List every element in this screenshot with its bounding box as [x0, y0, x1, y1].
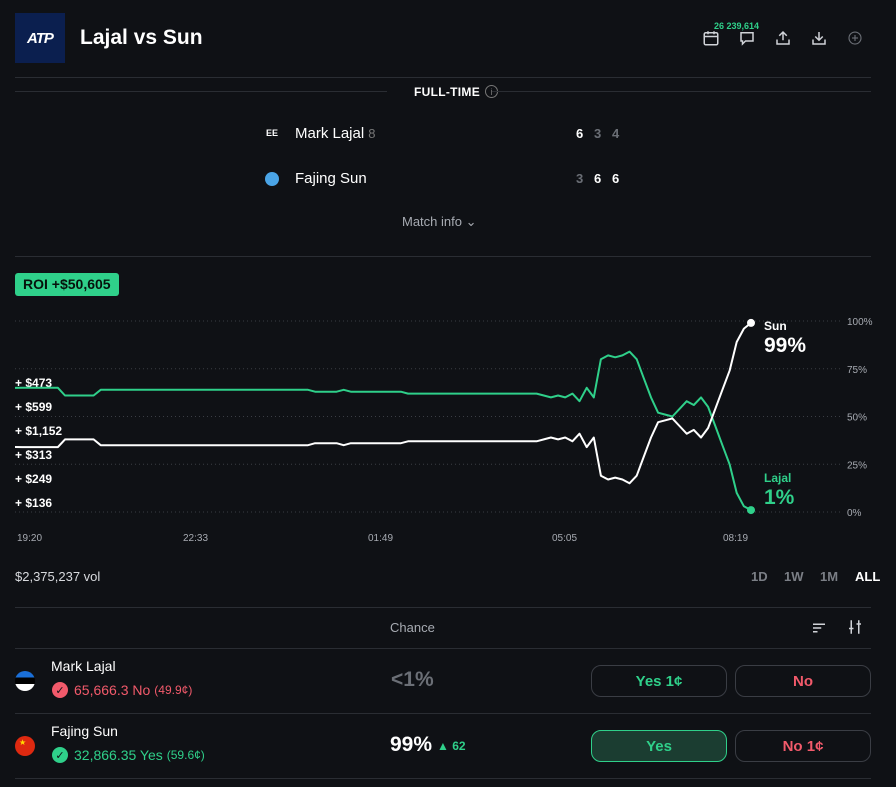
series-line-sun — [14, 322, 752, 485]
y-tick-label: 25% — [847, 460, 867, 471]
header-divider — [15, 77, 871, 78]
set-score: 4 — [612, 126, 620, 141]
y-tick-label: 0% — [847, 508, 862, 519]
range-1m[interactable]: 1M — [820, 569, 839, 584]
user-position: ✓ 32,866.35 Yes (59.6¢) — [52, 747, 205, 763]
comment-count: 26 239,614 — [714, 21, 760, 31]
player-seed: 8 — [368, 126, 376, 141]
x-tick-label: 05:05 — [552, 533, 577, 544]
x-tick-label: 19:20 — [17, 533, 42, 544]
chance-value: <1% — [391, 668, 434, 691]
roi-badge: ROI +$50,605 — [15, 273, 119, 296]
buy-yes-button[interactable]: Yes — [591, 730, 727, 762]
series-value-label: 99% — [764, 334, 806, 357]
header: ATP Lajal vs Sun 26 239,614 — [0, 0, 896, 78]
chance-label: Chance — [390, 620, 435, 635]
share-icon[interactable] — [773, 28, 793, 48]
calendar-icon[interactable] — [701, 28, 721, 48]
series-name-label: Lajal — [764, 471, 791, 485]
atp-logo[interactable]: ATP — [15, 13, 65, 63]
series-name-label: Sun — [764, 319, 787, 333]
series-value-label: 1% — [764, 486, 795, 509]
trade-label: + $1,152 — [15, 424, 62, 438]
section-divider — [15, 778, 871, 779]
estonia-flag-icon — [15, 671, 35, 691]
y-tick-label: 75% — [847, 365, 867, 376]
chance-delta: ▲ 62 — [437, 739, 466, 753]
trade-label: + $313 — [15, 448, 52, 462]
outcome-row-sun: ★ Fajing Sun ✓ 32,866.35 Yes (59.6¢) 99%… — [0, 713, 896, 777]
comment-icon[interactable] — [737, 28, 757, 48]
outcome-name: Fajing Sun — [51, 723, 118, 739]
match-info-toggle[interactable]: Match info ⌄ — [402, 214, 477, 229]
y-tick-label: 100% — [847, 317, 873, 328]
player-name: Fajing Sun — [295, 170, 367, 187]
set-score: 6 — [576, 126, 584, 141]
section-divider — [15, 256, 871, 257]
series-endpoint — [747, 318, 755, 327]
price-chart[interactable]: 100% 75% 50% 25% 0% 19:20 22:33 01:49 05:05 08:19… — [0, 300, 896, 560]
add-icon[interactable] — [845, 28, 865, 48]
status-line-right — [492, 91, 871, 92]
chance-value: 99% — [390, 733, 433, 756]
set-score: 3 — [594, 126, 602, 141]
trade-label: + $136 — [15, 496, 52, 510]
x-tick-label: 01:49 — [368, 533, 393, 544]
trade-label: + $473 — [15, 376, 52, 390]
section-divider — [15, 648, 871, 649]
player-row-sun: Fajing Sun 3 6 6 — [263, 168, 663, 190]
volume-label: $2,375,237 vol — [15, 569, 101, 584]
check-icon: ✓ — [52, 747, 68, 763]
china-flag-icon: ★ — [15, 736, 35, 756]
series-line-lajal — [14, 350, 752, 511]
section-divider — [15, 607, 871, 608]
user-position: ✓ 65,666.3 No (49.9¢) — [52, 682, 192, 698]
trade-label: + $249 — [15, 472, 52, 486]
series-endpoint — [747, 506, 755, 515]
match-status: FULL-TIME i — [15, 82, 871, 102]
section-divider — [15, 713, 871, 714]
trade-label: + $599 — [15, 400, 52, 414]
filter-icon[interactable] — [845, 617, 865, 637]
range-1d[interactable]: 1D — [751, 569, 768, 584]
player-name: Mark Lajal 8 — [295, 125, 376, 142]
chance-header: Chance — [0, 608, 896, 648]
set-score: 3 — [576, 171, 584, 186]
outcome-name: Mark Lajal — [51, 658, 116, 674]
range-1w[interactable]: 1W — [784, 569, 804, 584]
set-score: 6 — [594, 171, 602, 186]
buy-no-button[interactable]: No — [735, 665, 871, 697]
x-tick-label: 08:19 — [723, 533, 748, 544]
range-all[interactable]: ALL — [855, 569, 881, 584]
chevron-down-icon: ⌄ — [465, 214, 477, 229]
estonia-flag-icon: EE — [266, 128, 279, 138]
set-score: 6 — [612, 171, 620, 186]
download-icon[interactable] — [809, 28, 829, 48]
buy-yes-button[interactable]: Yes 1¢ — [591, 665, 727, 697]
x-tick-label: 22:33 — [183, 533, 208, 544]
status-label: FULL-TIME — [414, 85, 481, 99]
y-tick-label: 50% — [847, 413, 867, 424]
page-title: Lajal vs Sun — [80, 26, 203, 49]
status-line-left — [15, 91, 387, 92]
sort-icon[interactable] — [809, 618, 829, 638]
check-icon: ✓ — [52, 682, 68, 698]
player-row-lajal: EE Mark Lajal 8 6 3 4 — [263, 123, 663, 145]
buy-no-button[interactable]: No 1¢ — [735, 730, 871, 762]
outcome-row-lajal: Mark Lajal ✓ 65,666.3 No (49.9¢) <1% Yes… — [0, 648, 896, 712]
globe-icon — [265, 172, 279, 186]
